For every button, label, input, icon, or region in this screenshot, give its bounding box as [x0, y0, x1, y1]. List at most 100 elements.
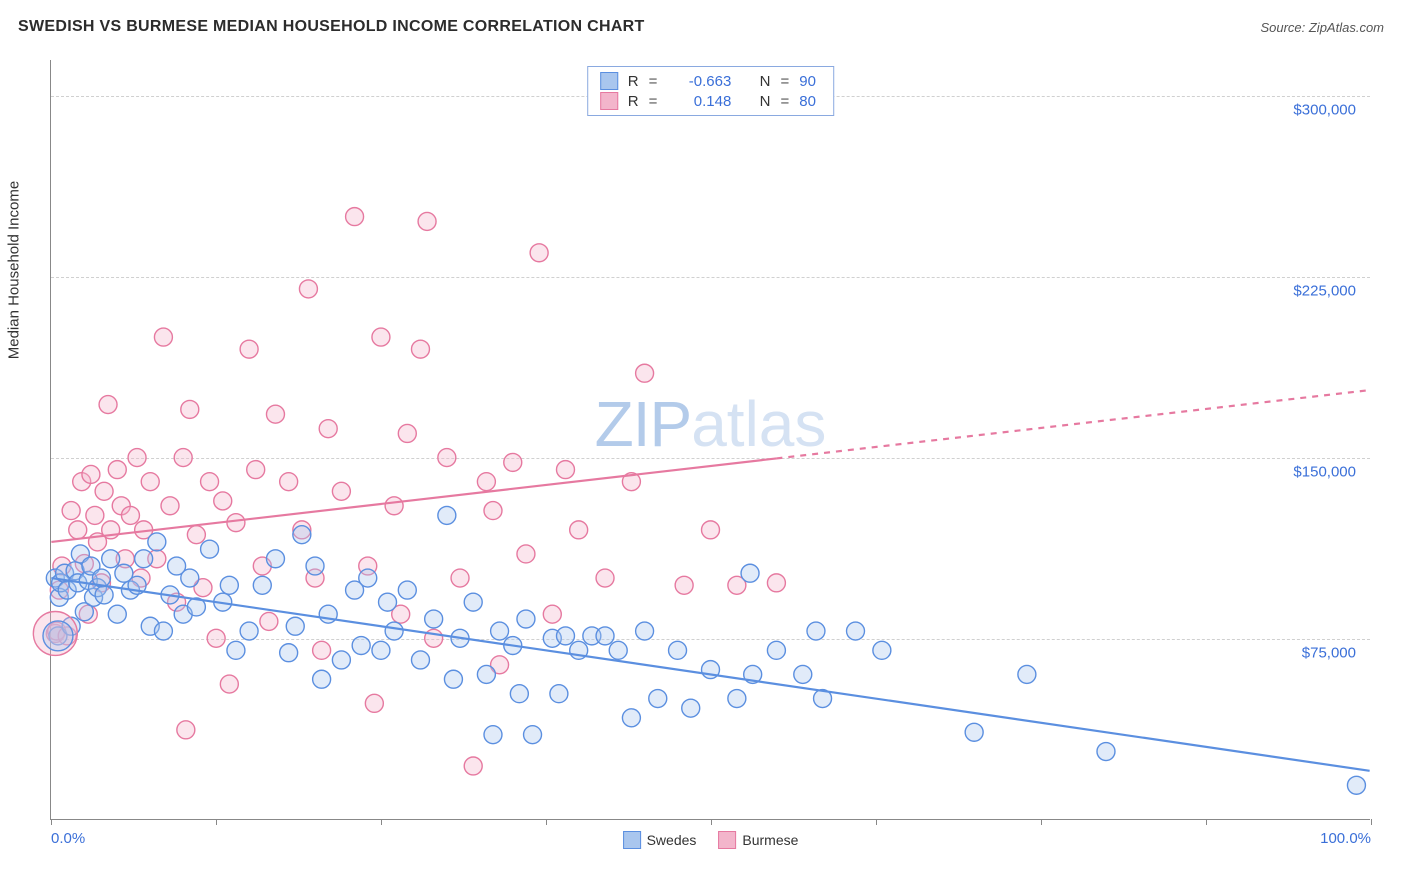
data-point-burmese[interactable]	[346, 208, 364, 226]
data-point-burmese[interactable]	[121, 506, 139, 524]
data-point-swedes[interactable]	[379, 593, 397, 611]
data-point-swedes[interactable]	[240, 622, 258, 640]
data-point-swedes[interactable]	[266, 550, 284, 568]
data-point-burmese[interactable]	[154, 328, 172, 346]
data-point-swedes[interactable]	[253, 576, 271, 594]
data-point-swedes[interactable]	[148, 533, 166, 551]
data-point-swedes[interactable]	[517, 610, 535, 628]
data-point-burmese[interactable]	[332, 482, 350, 500]
data-point-burmese[interactable]	[260, 612, 278, 630]
data-point-swedes[interactable]	[438, 506, 456, 524]
data-point-burmese[interactable]	[398, 424, 416, 442]
data-point-swedes[interactable]	[227, 641, 245, 659]
data-point-swedes[interactable]	[728, 690, 746, 708]
data-point-swedes[interactable]	[682, 699, 700, 717]
data-point-swedes[interactable]	[636, 622, 654, 640]
data-point-burmese[interactable]	[438, 449, 456, 467]
data-point-burmese[interactable]	[570, 521, 588, 539]
data-point-burmese[interactable]	[181, 400, 199, 418]
data-point-swedes[interactable]	[477, 665, 495, 683]
data-point-swedes[interactable]	[510, 685, 528, 703]
data-point-burmese[interactable]	[365, 694, 383, 712]
data-point-swedes[interactable]	[649, 690, 667, 708]
data-point-burmese[interactable]	[636, 364, 654, 382]
data-point-burmese[interactable]	[767, 574, 785, 592]
data-point-swedes[interactable]	[108, 605, 126, 623]
data-point-swedes[interactable]	[181, 569, 199, 587]
data-point-burmese[interactable]	[418, 212, 436, 230]
data-point-burmese[interactable]	[530, 244, 548, 262]
data-point-burmese[interactable]	[128, 449, 146, 467]
data-point-swedes[interactable]	[847, 622, 865, 640]
data-point-burmese[interactable]	[451, 569, 469, 587]
data-point-swedes[interactable]	[102, 550, 120, 568]
data-point-swedes[interactable]	[286, 617, 304, 635]
data-point-burmese[interactable]	[220, 675, 238, 693]
data-point-burmese[interactable]	[280, 473, 298, 491]
data-point-swedes[interactable]	[1097, 743, 1115, 761]
data-point-swedes[interactable]	[95, 586, 113, 604]
legend-item-swedes[interactable]: Swedes	[623, 831, 697, 849]
data-point-burmese[interactable]	[596, 569, 614, 587]
data-point-swedes[interactable]	[767, 641, 785, 659]
data-point-burmese[interactable]	[214, 492, 232, 510]
data-point-swedes[interactable]	[622, 709, 640, 727]
data-point-swedes[interactable]	[313, 670, 331, 688]
data-point-burmese[interactable]	[161, 497, 179, 515]
data-point-burmese[interactable]	[227, 514, 245, 532]
data-point-burmese[interactable]	[477, 473, 495, 491]
legend-item-burmese[interactable]: Burmese	[718, 831, 798, 849]
data-point-burmese[interactable]	[82, 465, 100, 483]
data-point-swedes[interactable]	[1347, 776, 1365, 794]
data-point-swedes[interactable]	[464, 593, 482, 611]
data-point-burmese[interactable]	[187, 526, 205, 544]
data-point-swedes[interactable]	[425, 610, 443, 628]
data-point-burmese[interactable]	[201, 473, 219, 491]
data-point-swedes[interactable]	[135, 550, 153, 568]
data-point-burmese[interactable]	[464, 757, 482, 775]
data-point-burmese[interactable]	[86, 506, 104, 524]
data-point-swedes[interactable]	[741, 564, 759, 582]
data-point-burmese[interactable]	[99, 396, 117, 414]
data-point-swedes[interactable]	[306, 557, 324, 575]
data-point-swedes[interactable]	[550, 685, 568, 703]
data-point-burmese[interactable]	[95, 482, 113, 500]
data-point-burmese[interactable]	[247, 461, 265, 479]
data-point-burmese[interactable]	[504, 453, 522, 471]
data-point-burmese[interactable]	[411, 340, 429, 358]
data-point-burmese[interactable]	[62, 502, 80, 520]
data-point-swedes[interactable]	[332, 651, 350, 669]
data-point-burmese[interactable]	[385, 497, 403, 515]
data-point-swedes[interactable]	[873, 641, 891, 659]
data-point-swedes[interactable]	[154, 622, 172, 640]
data-point-burmese[interactable]	[177, 721, 195, 739]
data-point-swedes[interactable]	[794, 665, 812, 683]
data-point-burmese[interactable]	[174, 449, 192, 467]
data-point-swedes[interactable]	[352, 637, 370, 655]
data-point-burmese[interactable]	[240, 340, 258, 358]
data-point-burmese[interactable]	[675, 576, 693, 594]
data-point-swedes[interactable]	[411, 651, 429, 669]
data-point-burmese[interactable]	[557, 461, 575, 479]
data-point-burmese[interactable]	[141, 473, 159, 491]
data-point-swedes[interactable]	[359, 569, 377, 587]
data-point-swedes[interactable]	[596, 627, 614, 645]
data-point-swedes[interactable]	[293, 526, 311, 544]
data-point-burmese[interactable]	[207, 629, 225, 647]
data-point-burmese[interactable]	[108, 461, 126, 479]
data-point-burmese[interactable]	[543, 605, 561, 623]
data-point-swedes[interactable]	[609, 641, 627, 659]
data-point-swedes[interactable]	[444, 670, 462, 688]
data-point-swedes[interactable]	[669, 641, 687, 659]
data-point-swedes[interactable]	[484, 726, 502, 744]
data-point-swedes[interactable]	[201, 540, 219, 558]
data-point-burmese[interactable]	[69, 521, 87, 539]
data-point-swedes[interactable]	[965, 723, 983, 741]
data-point-burmese[interactable]	[372, 328, 390, 346]
data-point-swedes[interactable]	[398, 581, 416, 599]
data-point-swedes[interactable]	[385, 622, 403, 640]
data-point-burmese[interactable]	[517, 545, 535, 563]
data-point-swedes[interactable]	[280, 644, 298, 662]
data-point-swedes[interactable]	[807, 622, 825, 640]
data-point-swedes[interactable]	[557, 627, 575, 645]
